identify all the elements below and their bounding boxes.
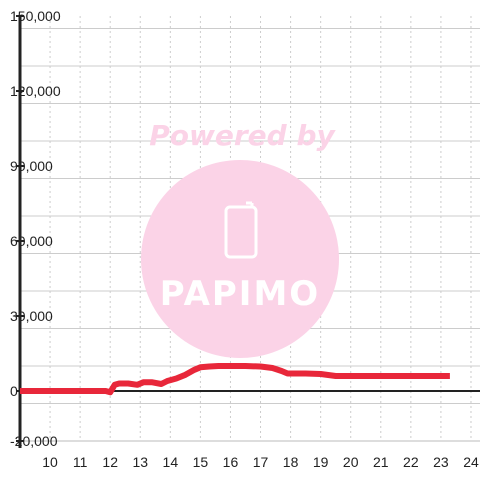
y-tick-label: 60,000 [10, 233, 53, 249]
x-tick-label: 16 [223, 454, 239, 470]
y-tick-label: 0 [10, 383, 18, 399]
series-line [20, 363, 450, 396]
watermark: Powered by PAPIMO [141, 119, 339, 358]
grid-layer [20, 16, 480, 442]
y-tick-label: 90,000 [10, 158, 53, 174]
x-tick-label: 15 [193, 454, 209, 470]
series-layer [20, 363, 450, 396]
y-tick-label: 150,000 [10, 8, 61, 24]
watermark-powered-text: Powered by [149, 119, 336, 152]
x-tick-label: 20 [343, 454, 359, 470]
x-tick-label: 18 [283, 454, 299, 470]
x-tick-label: 13 [132, 454, 148, 470]
x-tick-label: 19 [313, 454, 329, 470]
label-layer: -20,000 0 30,000 60,000 90,000 120,000 150,000… [10, 8, 479, 470]
x-tick-label: 24 [463, 454, 479, 470]
x-tick-label: 21 [373, 454, 389, 470]
x-tick-label: 23 [433, 454, 449, 470]
y-tick-label: 120,000 [10, 83, 61, 99]
x-tick-label: 22 [403, 454, 419, 470]
watermark-circle [141, 160, 339, 358]
watermark-logo-text: PAPIMO [160, 274, 320, 314]
x-tick-label: 11 [73, 454, 88, 470]
x-tick-label: 12 [102, 454, 118, 470]
y-tick-label: -20,000 [10, 433, 58, 449]
x-tick-label: 10 [42, 454, 58, 470]
phone-icon [224, 201, 258, 259]
x-tick-label: 14 [163, 454, 179, 470]
x-tick-label: 17 [253, 454, 269, 470]
y-tick-label: 30,000 [10, 308, 53, 324]
